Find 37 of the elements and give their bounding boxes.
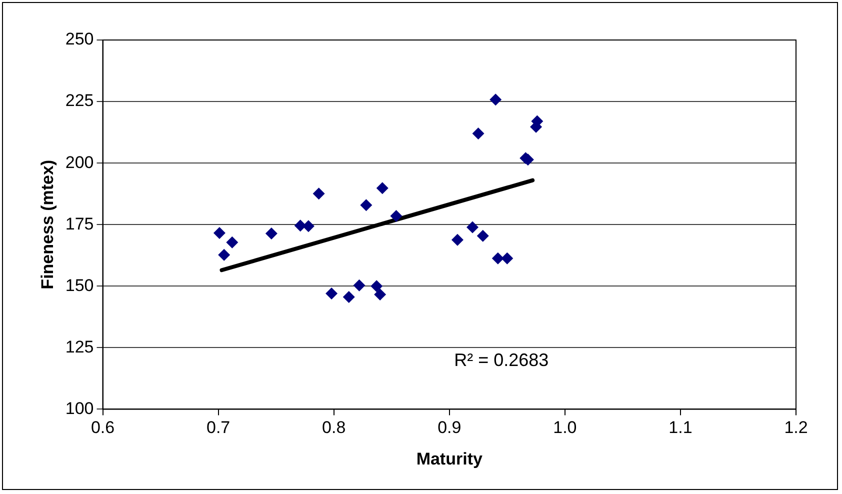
point [376,182,388,194]
y-tick-label: 250 [65,30,94,49]
x-tick-label: 0.8 [322,418,346,438]
point [213,226,226,239]
x-tick-label: 0.6 [90,418,115,438]
point [218,248,230,261]
x-axis-title: Maturity [416,449,483,468]
point [492,252,504,264]
point [353,279,366,292]
point [472,128,484,140]
x-tick-label: 1.0 [553,418,577,438]
point [490,94,502,106]
point [451,234,464,246]
y-tick-label: 225 [65,91,94,110]
y-tick-label: 125 [65,337,94,356]
x-tick-label: 0.7 [206,418,230,438]
point [360,199,372,212]
point [342,290,355,303]
y-axis-title: Fineness (mtex) [38,160,57,290]
point [476,230,489,242]
point [374,288,386,300]
point [466,221,478,234]
point [326,288,338,300]
x-tick-label: 1.2 [784,418,808,438]
annotation: R² = 0.2683 [454,350,549,370]
point [370,280,383,292]
y-tick-label: 175 [65,214,94,234]
point [501,252,514,264]
point [390,210,402,222]
x-tick-label: 0.9 [438,418,462,438]
y-tick-label: 200 [65,152,94,172]
point [265,227,278,240]
point [312,188,325,200]
y-tick-label: 100 [65,398,94,418]
x-tick-label: 1.1 [668,418,692,438]
y-tick-label: 150 [65,276,94,295]
point [226,236,238,248]
